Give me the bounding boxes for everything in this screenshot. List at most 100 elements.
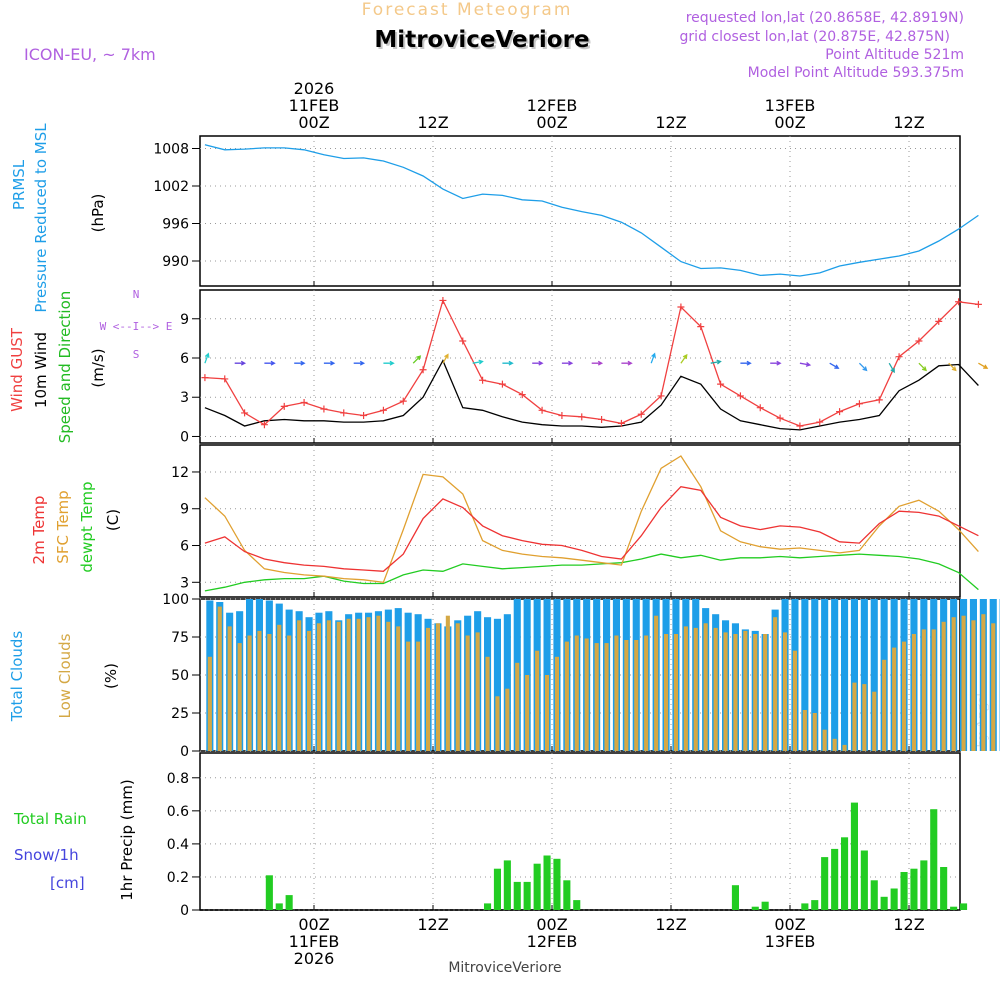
bottom-time-label: 12Z [417,915,448,934]
wind-label-dir: Speed and Direction [56,291,74,444]
low-cloud-bar [217,606,222,751]
compass-south: S [133,348,140,361]
ytick-label-wind: 0 [180,429,189,445]
total-cloud-bar [821,599,829,751]
total-cloud-bar [801,599,809,751]
wind-direction-arrow [918,362,927,372]
low-cloud-bar [277,624,282,751]
point-altitude: Point Altitude 521m [825,47,964,63]
wind-direction-arrow [561,360,574,366]
low-cloud-bar [366,617,371,751]
wind-gust-marker [736,392,744,400]
wind-gust-line [204,298,979,427]
wind-gust-marker [717,380,725,388]
wind-direction-arrow [858,362,868,372]
precip-label-rain: Total Rain [13,810,87,828]
low-cloud-bar [465,635,470,751]
low-cloud-bar [664,634,669,751]
rain-bar [553,858,561,910]
pressure-label-unit: (hPa) [89,194,107,233]
rain-bar [870,880,878,910]
wind-gust-marker [518,391,526,399]
total-cloud-bar [870,599,878,751]
wind-gust-marker [836,408,844,416]
pressure-label-msl: Pressure Reduced to MSL [32,123,50,313]
footer-location: MitroviceVeriore [448,960,561,976]
wind-gust-marker [558,412,566,420]
temp-2m-line [204,485,979,572]
temp-label-2m: 2m Temp [30,496,48,565]
precip-label-snow: Snow/1h [14,846,79,864]
low-cloud-bar [654,615,659,751]
ytick-label-precip: 0.6 [167,804,189,820]
rain-bar [831,848,839,910]
wind-gust-marker [439,296,447,304]
low-cloud-bar [902,641,907,751]
model-altitude: Model Point Altitude 593.375m [748,65,964,81]
low-cloud-bar [802,710,807,751]
cloud-labels: Total Clouds Low Clouds (%) [8,631,120,723]
low-cloud-bar [584,638,589,751]
total-cloud-bar [831,599,839,751]
rain-bar [960,903,968,910]
wind-gust-marker [320,405,328,413]
temp-labels: 2m Temp SFC Temp dewpt Temp (C) [30,481,122,572]
top-time-label: 13FEB [765,96,816,115]
low-cloud-bar [475,632,480,751]
low-cloud-bar [862,684,867,751]
wind-gust-marker [578,413,586,421]
wind-gust-marker [637,410,645,418]
precip-label-cm: [cm] [50,874,85,892]
rain-bar [940,867,948,910]
top-time-label: 00Z [536,113,567,132]
ytick-label-wind: 3 [180,390,189,406]
dewpt-line [204,553,979,592]
low-cloud-bar [535,650,540,751]
wind-direction-arrow [978,362,989,369]
cloud-label-unit: (%) [102,663,120,689]
wind-gust-marker [201,374,209,382]
wind-gust-marker [756,404,764,412]
low-cloud-bar [257,630,262,751]
pressure-panel-frame [199,135,961,287]
rain-bar [563,880,571,910]
rain-bar [900,872,908,910]
ytick-label-temp: 6 [180,539,189,555]
wind-gust-marker [280,402,288,410]
low-cloud-bar [426,627,431,751]
wind-gust-marker [935,317,943,325]
precip-labels: Total Rain Snow/1h [cm] 1hr Precip (mm) [13,779,136,900]
pressure-labels: PRMSL Pressure Reduced to MSL (hPa) [10,123,107,313]
wind-direction-arrow [204,352,210,364]
rain-bar [930,809,938,910]
low-cloud-bar [237,643,242,751]
low-cloud-bar [991,623,996,751]
wind-gust-marker [221,375,229,383]
low-cloud-bar [723,632,728,751]
temp-label-dewpt: dewpt Temp [78,481,96,572]
low-cloud-bar [614,635,619,751]
low-cloud-bar [713,627,718,751]
bottom-time-label: 2026 [294,949,335,968]
wind-label-10m: 10m Wind [32,332,50,408]
wind-label-unit: (m/s) [89,348,107,387]
rain-bar [841,837,849,910]
wind-gust-marker [776,414,784,422]
wind-direction-arrow [650,352,656,364]
wind-direction-arrow [532,360,544,366]
total-cloud-bar [493,618,501,751]
wind-gust-marker [657,392,665,400]
bottom-time-label: 11FEB [289,932,340,951]
low-cloud-bar [822,729,827,751]
wind-gust-marker [955,298,963,306]
low-cloud-bar [604,643,609,751]
pressure-line [204,144,979,277]
wind-gust-marker [796,422,804,430]
low-cloud-bar [267,634,272,751]
bottom-time-label: 12FEB [527,932,578,951]
low-cloud-bar [683,626,688,751]
cloud-label-low: Low Clouds [56,633,74,718]
low-cloud-bar [376,615,381,751]
top-time-label: 00Z [298,113,329,132]
